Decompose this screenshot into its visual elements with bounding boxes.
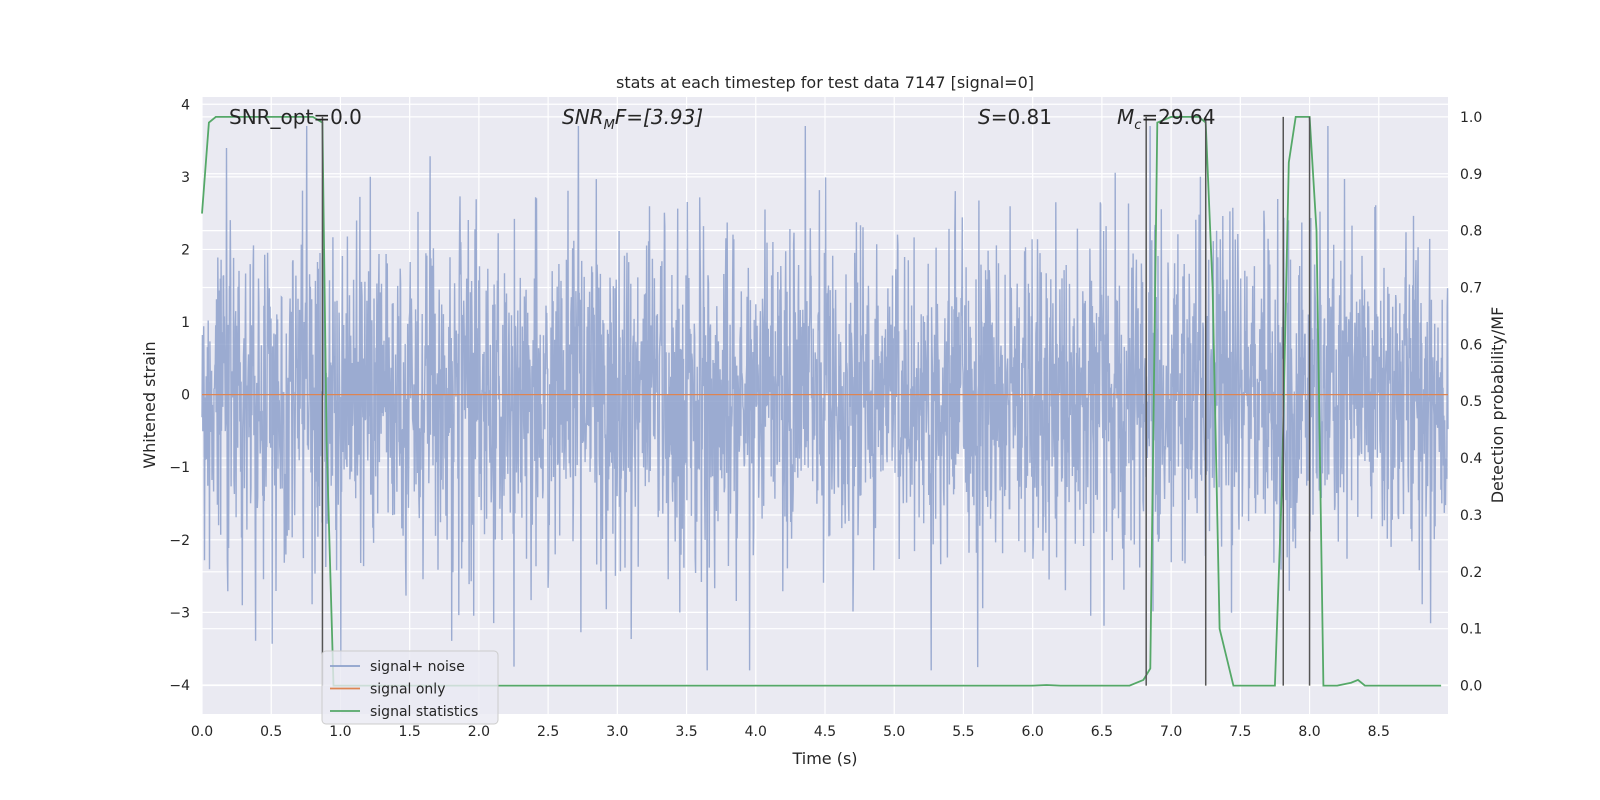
annotation-mc-sub: c [1134,118,1141,133]
x-tick-label-14: 7.0 [1160,724,1182,740]
y2-tick-label-5: 0.5 [1460,394,1482,410]
x-tick-label-10: 5.0 [883,724,905,740]
annotation-snr-mf-rest: F=[3.93] [615,105,703,129]
x-ticks: 0.0 0.5 1.0 1.5 2.0 2.5 3.0 3.5 4.0 4.5 5.0 5.5 6.0 6… [191,724,1390,740]
legend: signal+ noise signal only signal statistic… [321,650,499,725]
y2-tick-label-1: 0.1 [1460,622,1482,638]
y2-tick-label-7: 0.7 [1460,281,1482,297]
x-tick-label-4: 2.0 [468,724,490,740]
y-tick-label-0: −4 [169,678,190,694]
y-ticks: −4 −3 −2 −1 0 1 2 3 4 [169,97,190,694]
x-tick-label-3: 1.5 [399,724,421,740]
y2-axis-label: Detection probability/MF [1488,307,1507,504]
annotation-s-var: S [978,105,991,129]
noise-series [201,125,1449,671]
x-axis-label: Time (s) [791,749,857,768]
chart-title: stats at each timestep for test data 714… [616,73,1034,92]
annotation-snr-mf-sub: M [604,118,615,133]
x-tick-label-2: 1.0 [329,724,351,740]
y-tick-label-6: 2 [181,242,190,258]
y-tick-label-5: 1 [181,315,190,331]
x-tick-label-15: 7.5 [1229,724,1251,740]
annotation-snr-opt: SNR_opt=0.0 [229,105,362,129]
x-tick-label-11: 5.5 [952,724,974,740]
x-tick-label-16: 8.0 [1298,724,1320,740]
y2-tick-label-6: 0.6 [1460,337,1482,353]
x-tick-label-12: 6.0 [1022,724,1044,740]
y2-tick-label-8: 0.8 [1460,224,1482,240]
x-tick-label-0: 0.0 [191,724,213,740]
annotation-mc-base: M [1117,105,1134,129]
y2-tick-label-10: 1.0 [1460,110,1482,126]
annotation-snr-mf-base: SNR [562,105,604,129]
annotation-s: S=0.81 [978,105,1052,129]
legend-label-2: signal statistics [370,704,478,720]
x-tick-label-1: 0.5 [260,724,282,740]
x-tick-label-8: 4.0 [745,724,767,740]
y2-tick-label-0: 0.0 [1460,679,1482,695]
y-tick-label-1: −3 [169,605,190,621]
legend-label-0: signal+ noise [370,659,465,675]
annotation-snr-mf: SNRMF=[3.93] [562,105,703,133]
annotation-mc-rest: =29.64 [1141,105,1215,129]
x-tick-label-5: 2.5 [537,724,559,740]
y-tick-label-3: −1 [169,460,190,476]
x-tick-label-13: 6.5 [1091,724,1113,740]
x-tick-label-9: 4.5 [814,724,836,740]
y-tick-label-8: 4 [181,97,190,113]
x-tick-label-7: 3.5 [675,724,697,740]
legend-label-1: signal only [370,682,445,698]
y2-tick-label-3: 0.3 [1460,508,1482,524]
y-axis-label: Whitened strain [140,341,159,468]
y-tick-label-4: 0 [181,388,190,404]
y2-ticks: 0.0 0.1 0.2 0.3 0.4 0.5 0.6 0.7 0.8 0.9 1.0 [1460,110,1482,695]
y2-tick-label-9: 0.9 [1460,167,1482,183]
y-tick-label-2: −2 [169,533,190,549]
y-tick-label-7: 3 [181,170,190,186]
x-tick-label-17: 8.5 [1368,724,1390,740]
annotation-mc: Mc=29.64 [1117,105,1215,133]
x-tick-label-6: 3.0 [606,724,628,740]
y2-tick-label-2: 0.2 [1460,565,1482,581]
annotations: SNR_opt=0.0 SNRMF=[3.93] S=0.81 Mc=29.64 [229,105,1215,133]
noise-line [201,125,1449,671]
annotation-s-rest: =0.81 [991,105,1052,129]
y2-tick-label-4: 0.4 [1460,451,1482,467]
legend-box [321,650,499,725]
detection-vlines [321,116,1311,686]
